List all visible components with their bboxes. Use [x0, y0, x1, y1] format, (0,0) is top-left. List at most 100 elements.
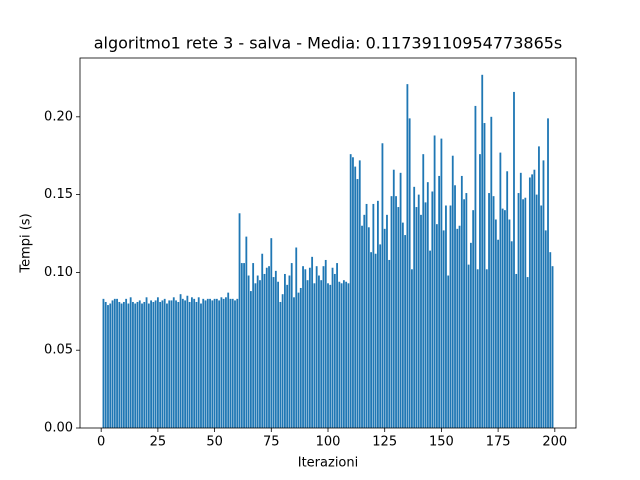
bar [447, 275, 450, 428]
bar [354, 166, 357, 428]
x-tick-label: 0 [97, 435, 105, 450]
bar [374, 253, 377, 428]
x-tick-label: 75 [263, 435, 280, 450]
bar [138, 300, 141, 428]
bar [193, 298, 196, 428]
bar [295, 247, 298, 428]
bar [433, 135, 436, 428]
bar [490, 116, 493, 428]
bar [243, 263, 245, 428]
bar [215, 298, 218, 428]
bar [225, 297, 227, 428]
bar [283, 273, 286, 428]
bar [145, 297, 148, 428]
bar [229, 298, 232, 428]
bar [129, 297, 132, 428]
plot-frame [79, 57, 577, 429]
bar [120, 303, 123, 428]
bar [104, 301, 107, 428]
bar [481, 74, 484, 428]
bar [456, 228, 459, 428]
x-tick-label: 150 [429, 435, 454, 450]
bar [467, 264, 470, 428]
bar [513, 91, 515, 429]
bar [245, 236, 248, 428]
x-tick-label: 50 [206, 435, 223, 450]
bar [290, 263, 293, 428]
bar [141, 303, 143, 428]
bar [365, 203, 368, 428]
bar [522, 199, 524, 428]
bar [336, 263, 338, 428]
bar [184, 300, 187, 428]
bar [279, 301, 282, 428]
bar [268, 266, 270, 428]
bar [240, 263, 243, 428]
bar [458, 225, 461, 428]
bar [431, 191, 434, 428]
bar [551, 266, 554, 428]
bar [411, 269, 413, 428]
bar [349, 154, 352, 428]
bar [313, 283, 316, 428]
bar [254, 283, 257, 428]
bar [442, 230, 445, 428]
bar [397, 207, 400, 428]
bar [322, 266, 325, 428]
bar [454, 185, 456, 428]
bar [179, 294, 182, 428]
bar [399, 172, 402, 428]
bar [122, 301, 125, 428]
bar [113, 298, 116, 428]
bar [392, 169, 395, 428]
bar [304, 269, 307, 428]
bar [132, 301, 134, 428]
bar [218, 300, 221, 428]
bar [109, 303, 112, 428]
bar [445, 205, 447, 428]
bar [222, 298, 225, 428]
bar [544, 230, 547, 428]
bar [469, 242, 472, 428]
bar [342, 280, 345, 428]
bar [127, 303, 130, 428]
bar [261, 253, 264, 428]
bar [372, 203, 375, 428]
bar [483, 123, 486, 429]
bar [352, 157, 354, 428]
bar [408, 118, 411, 428]
bar [156, 297, 159, 428]
bar [390, 196, 393, 428]
bar [361, 225, 363, 428]
bar [422, 154, 425, 428]
bar [501, 208, 504, 428]
bar [449, 205, 452, 428]
bar [531, 174, 534, 428]
bar [395, 196, 397, 428]
bar [345, 281, 348, 428]
bar [515, 273, 518, 428]
bar [188, 301, 191, 428]
bar [247, 275, 250, 428]
bar [320, 280, 323, 428]
bar [213, 298, 216, 428]
bar [465, 193, 468, 428]
x-tick-label: 100 [316, 435, 341, 450]
bar [220, 297, 223, 428]
bar [306, 280, 309, 428]
bar [204, 300, 207, 428]
bar [281, 294, 284, 428]
y-tick-label: 0.15 [44, 187, 73, 202]
bar [331, 267, 334, 428]
bar [111, 300, 114, 428]
bar [102, 298, 105, 428]
bar [329, 284, 332, 428]
bar [347, 283, 350, 428]
bar [426, 182, 429, 428]
bar [476, 269, 479, 428]
bar [413, 186, 416, 428]
bar [376, 200, 379, 428]
bar [549, 252, 552, 428]
bar [460, 175, 463, 428]
